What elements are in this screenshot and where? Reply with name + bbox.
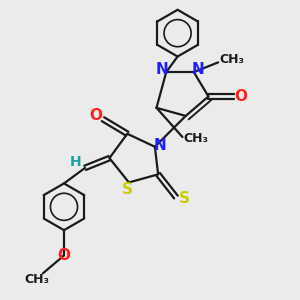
Text: CH₃: CH₃ [219,53,244,66]
Text: S: S [122,182,133,197]
Text: N: N [156,62,169,77]
Text: H: H [70,155,82,169]
Text: O: O [234,89,248,104]
Text: CH₃: CH₃ [25,273,50,286]
Text: O: O [89,108,102,123]
Text: N: N [191,62,204,77]
Text: N: N [153,138,166,153]
Text: O: O [58,248,70,263]
Text: S: S [178,191,190,206]
Text: CH₃: CH₃ [184,132,208,145]
